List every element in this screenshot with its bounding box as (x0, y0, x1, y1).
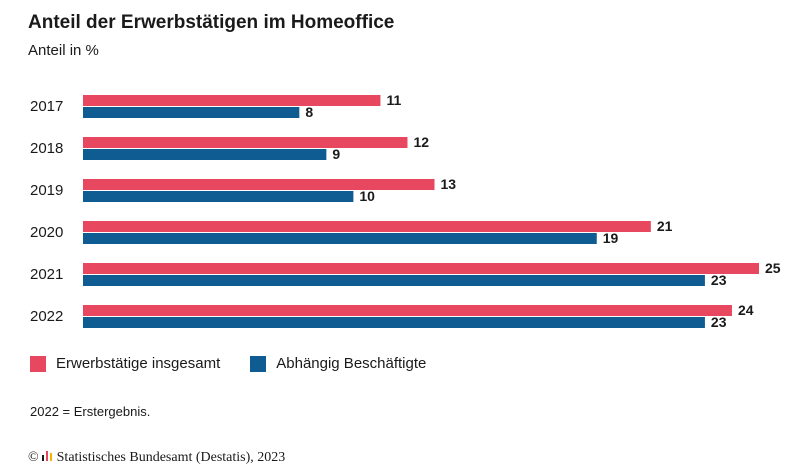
data-label: 12 (413, 134, 429, 150)
bar-dependent (83, 275, 705, 286)
category-label: 2017 (30, 98, 63, 115)
bar-total (83, 179, 435, 190)
source-line: © Statistisches Bundesamt (Destatis), 20… (28, 449, 285, 466)
legend-item-dependent: Abhängig Beschäftigte (250, 355, 426, 372)
bar-total (83, 305, 732, 316)
category-label: 2019 (30, 182, 63, 199)
chart-subtitle: Anteil in % (28, 42, 99, 59)
data-label: 13 (441, 176, 457, 192)
data-label: 19 (603, 230, 619, 246)
data-label: 9 (332, 146, 340, 162)
legend-label-dependent: Abhängig Beschäftigte (276, 355, 427, 372)
destatis-logo-icon (41, 449, 53, 466)
category-label: 2018 (30, 140, 63, 157)
legend: Erwerbstätige insgesamt Abhängig Beschäf… (30, 355, 456, 372)
category-label: 2022 (30, 308, 63, 325)
bar-total (83, 137, 408, 148)
category-label: 2021 (30, 266, 63, 283)
bar-dependent (83, 233, 597, 244)
data-label: 24 (738, 302, 754, 318)
data-label: 10 (359, 188, 375, 204)
source-text: Statistisches Bundesamt (Destatis), 2023 (56, 449, 286, 465)
data-label: 21 (657, 218, 673, 234)
category-label: 2020 (30, 224, 63, 241)
data-label: 23 (711, 272, 727, 288)
legend-item-total: Erwerbstätige insgesamt (30, 355, 220, 372)
bar-total (83, 263, 759, 274)
bar-dependent (83, 317, 705, 328)
data-label: 25 (765, 260, 781, 276)
bar-chart: 2017 11 8 2018 12 9 2019 13 10 2020 21 19 2021 25 23 20… (30, 92, 781, 330)
legend-swatch-total (30, 355, 46, 372)
chart-title: Anteil der Erwerbstätigen im Homeoffice (28, 12, 395, 33)
data-label: 11 (386, 92, 401, 108)
data-label: 23 (711, 314, 727, 330)
bar-dependent (83, 191, 354, 202)
bar-dependent (83, 107, 300, 118)
bar-total (83, 221, 651, 232)
bar-total (83, 95, 381, 106)
copyright-symbol: © (28, 449, 39, 465)
footnote: 2022 = Erstergebnis. (30, 404, 151, 419)
data-label: 8 (305, 104, 313, 120)
legend-swatch-dependent (250, 355, 267, 372)
bar-dependent (83, 149, 327, 160)
legend-label-total: Erwerbstätige insgesamt (56, 355, 221, 372)
